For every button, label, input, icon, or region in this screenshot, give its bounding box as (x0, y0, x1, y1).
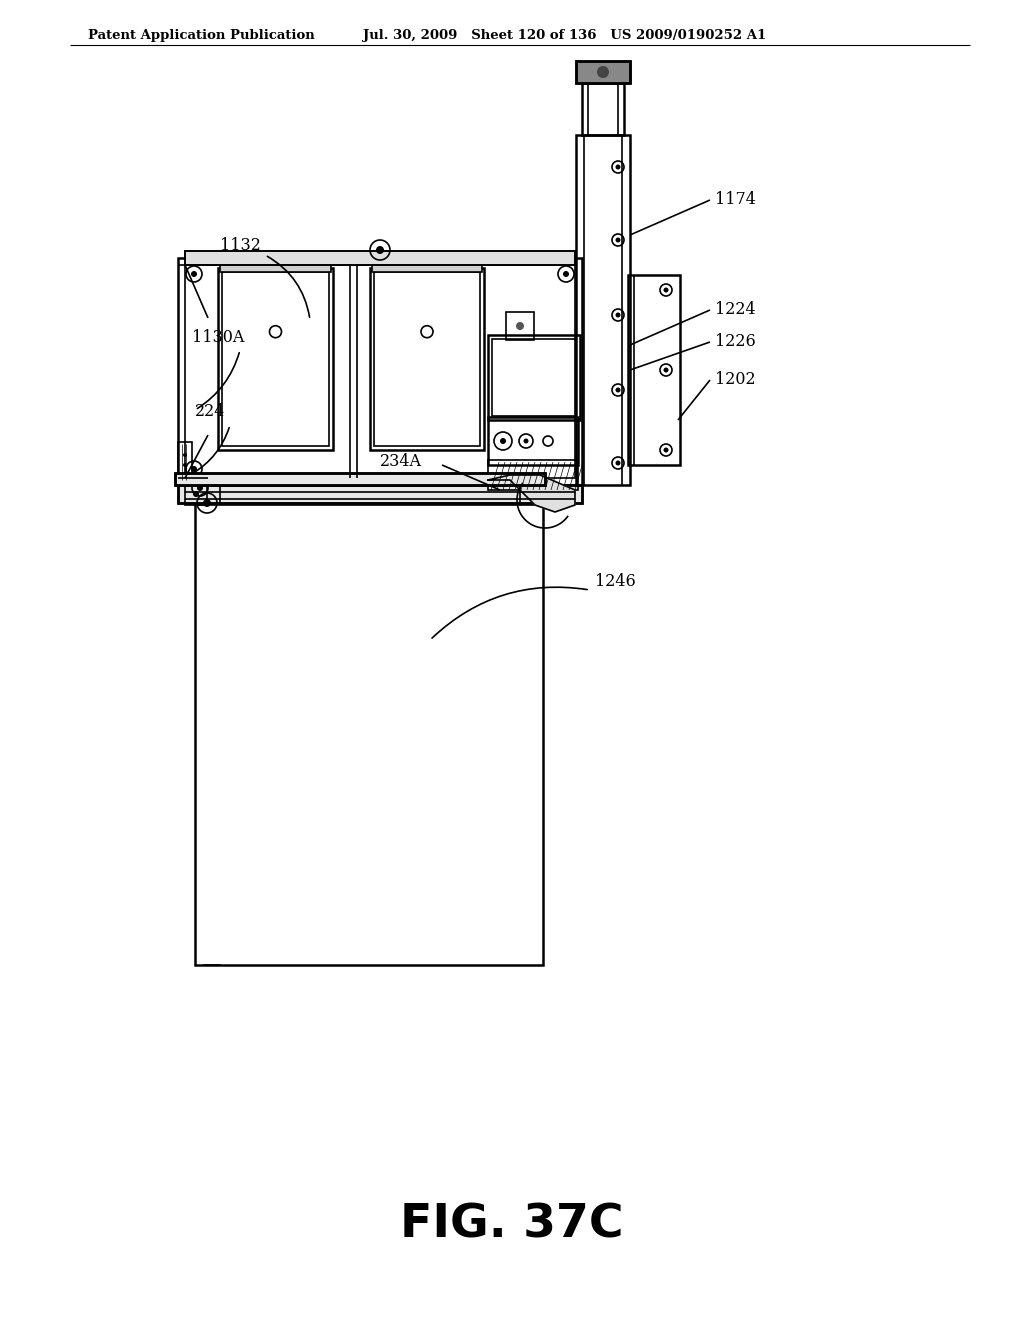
Text: 1226: 1226 (715, 334, 756, 351)
Bar (178, 484, 582, 503)
Circle shape (615, 165, 621, 169)
Bar (185, 265, 575, 478)
Circle shape (183, 473, 187, 477)
Polygon shape (488, 475, 575, 512)
Circle shape (523, 438, 528, 444)
Circle shape (193, 491, 199, 498)
Circle shape (183, 453, 187, 457)
Bar (575, 61, 630, 83)
Circle shape (615, 388, 621, 392)
Bar (218, 268, 333, 450)
Bar (178, 257, 582, 484)
Circle shape (664, 367, 669, 372)
Bar (628, 275, 680, 465)
Circle shape (500, 438, 506, 444)
Bar (582, 83, 624, 135)
Text: 1224: 1224 (715, 301, 756, 318)
Text: 1130A: 1130A (193, 330, 245, 346)
Circle shape (615, 461, 621, 466)
Bar (195, 484, 543, 965)
Text: 1132: 1132 (220, 236, 261, 253)
Circle shape (191, 466, 197, 473)
Text: 224: 224 (195, 404, 225, 421)
Bar (185, 483, 207, 506)
Text: Jul. 30, 2009   Sheet 120 of 136   US 2009/0190252 A1: Jul. 30, 2009 Sheet 120 of 136 US 2009/0… (362, 29, 766, 41)
Bar (222, 272, 329, 446)
Bar (488, 459, 578, 490)
Bar (198, 487, 540, 506)
Circle shape (191, 271, 197, 277)
Bar (370, 268, 484, 450)
Bar (488, 417, 578, 465)
Circle shape (516, 322, 524, 330)
Circle shape (597, 66, 609, 78)
Bar (178, 484, 582, 503)
Bar (492, 339, 575, 416)
Bar (185, 251, 575, 265)
Circle shape (664, 447, 669, 453)
Bar (220, 264, 331, 272)
Circle shape (376, 246, 384, 253)
Bar (575, 135, 630, 484)
Circle shape (197, 484, 203, 491)
Bar (374, 272, 480, 446)
Bar (175, 473, 545, 484)
Text: Patent Application Publication: Patent Application Publication (88, 29, 314, 41)
Text: 1202: 1202 (715, 371, 756, 388)
Circle shape (563, 271, 569, 277)
Circle shape (615, 313, 621, 318)
Circle shape (203, 499, 211, 507)
Bar (185, 251, 575, 265)
Text: 1246: 1246 (595, 573, 636, 590)
Circle shape (664, 288, 669, 293)
Text: FIG. 37C: FIG. 37C (400, 1203, 624, 1247)
Bar (372, 264, 482, 272)
Text: 234A: 234A (380, 454, 422, 470)
Bar (488, 335, 580, 420)
Bar (506, 312, 534, 341)
Bar (178, 442, 193, 482)
Circle shape (615, 238, 621, 243)
Circle shape (183, 463, 187, 467)
Text: 1174: 1174 (715, 191, 756, 209)
Bar (575, 61, 630, 83)
Bar (175, 473, 545, 484)
